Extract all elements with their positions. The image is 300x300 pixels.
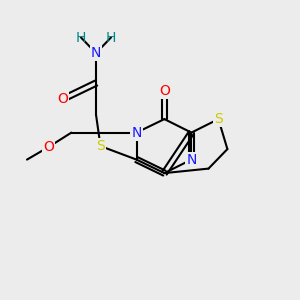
Text: N: N: [131, 126, 142, 140]
Text: S: S: [96, 139, 105, 153]
Text: H: H: [76, 31, 86, 44]
Text: O: O: [159, 84, 170, 98]
Text: S: S: [214, 112, 223, 126]
Text: O: O: [58, 92, 68, 106]
Text: H: H: [106, 31, 116, 44]
Text: O: O: [43, 140, 54, 154]
Text: N: N: [91, 46, 101, 60]
Text: N: N: [186, 153, 197, 166]
